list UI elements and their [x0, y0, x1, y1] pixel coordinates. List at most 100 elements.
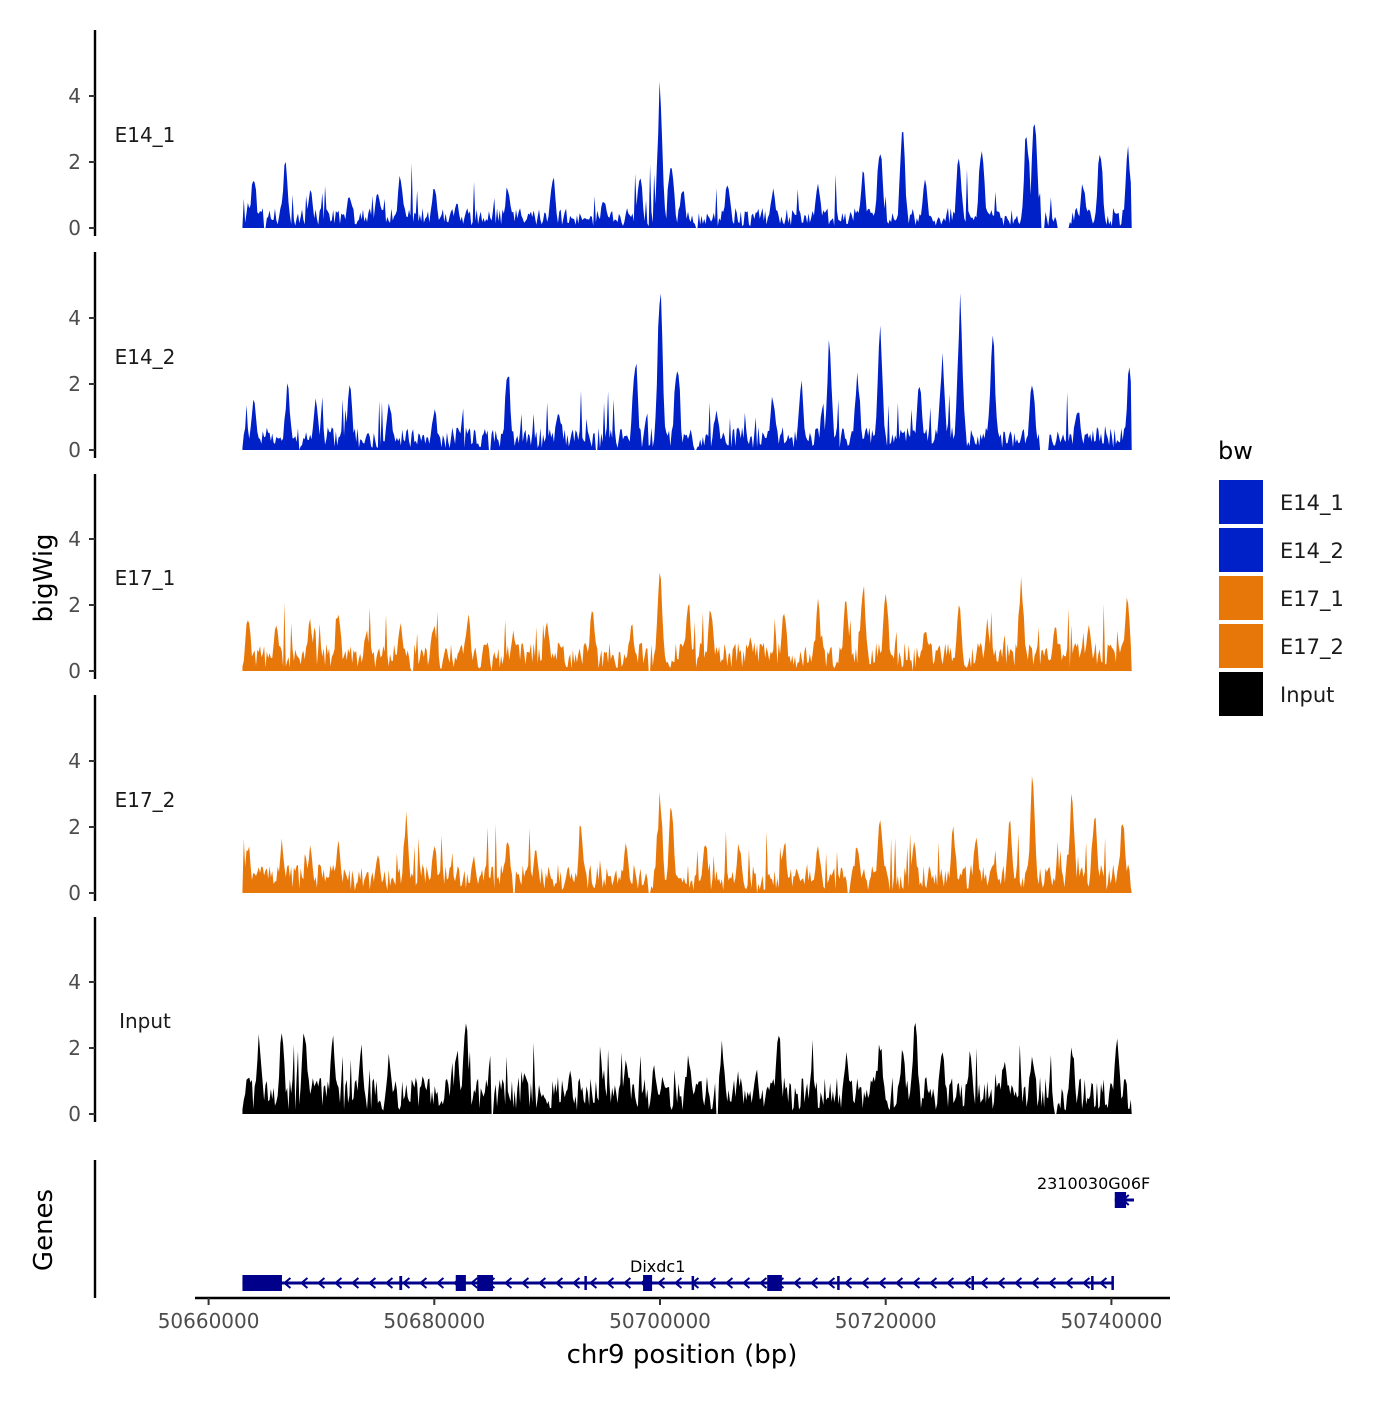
- exon: [1091, 1276, 1094, 1290]
- y-tick-label: 4: [68, 749, 81, 773]
- coverage-area-E17_1: [242, 572, 1132, 671]
- track-label: E14_2: [115, 345, 176, 369]
- gene-label: Dixdc1: [630, 1257, 685, 1276]
- strand-arrow: [1064, 1277, 1074, 1289]
- strand-arrow: [605, 1277, 615, 1289]
- legend-label-E17_1: E17_1: [1280, 587, 1344, 612]
- track-label: Input: [119, 1009, 171, 1033]
- strand-arrow: [996, 1277, 1006, 1289]
- track-E17_1: 0 2 4 E17_1: [68, 474, 1132, 683]
- strand-arrow: [622, 1277, 632, 1289]
- y-tick-label: 4: [68, 306, 81, 330]
- strand-arrow: [384, 1277, 394, 1289]
- track-E14_2: 0 2 4 E14_2: [68, 252, 1132, 462]
- legend-label-E14_1: E14_1: [1280, 491, 1344, 516]
- x-axis: 50660000 50680000 50700000 50720000 50740000: [158, 1296, 1170, 1333]
- y-tick-label: 0: [68, 1102, 81, 1126]
- y-tick-label: 2: [68, 593, 81, 617]
- x-tick-label: 50720000: [835, 1309, 937, 1333]
- coverage-area-E14_2: [242, 292, 1132, 450]
- strand-arrow: [401, 1277, 411, 1289]
- exon: [971, 1276, 974, 1290]
- legend-label-Input: Input: [1280, 683, 1334, 707]
- strand-arrow: [656, 1277, 666, 1289]
- exon: [1114, 1192, 1127, 1208]
- y-tick-label: 2: [68, 372, 81, 396]
- track-E17_2: 0 2 4 E17_2: [68, 695, 1132, 905]
- coverage-area-E17_2: [242, 775, 1132, 893]
- strand-arrow: [962, 1277, 972, 1289]
- strand-arrow: [1030, 1277, 1040, 1289]
- coverage-tracks: 0 2 4 E14_1 0 2 4 E14_2 0 2 4 E17_1 0 2 4 E17_2 0 2 4 Input: [68, 30, 1132, 1126]
- strand-arrow: [503, 1277, 513, 1289]
- x-tick-label: 50700000: [609, 1309, 711, 1333]
- strand-arrow: [418, 1277, 428, 1289]
- exon: [767, 1275, 782, 1291]
- legend: bw E14_1 E14_2 E17_1 E17_2 Input: [1218, 437, 1344, 716]
- gene-label: 2310030G06F: [1037, 1174, 1150, 1193]
- x-tick-label: 50660000: [158, 1309, 260, 1333]
- x-tick-label: 50740000: [1061, 1309, 1163, 1333]
- y-tick-label: 2: [68, 1036, 81, 1060]
- y-tick-label: 4: [68, 84, 81, 108]
- y-tick-label: 0: [68, 881, 81, 905]
- strand-arrow: [945, 1277, 955, 1289]
- y-tick-label: 0: [68, 216, 81, 240]
- exon: [691, 1276, 695, 1290]
- exon: [242, 1275, 282, 1291]
- exon: [584, 1276, 587, 1290]
- strand-arrow: [809, 1277, 819, 1289]
- y-tick-label: 2: [68, 150, 81, 174]
- track-E14_1: 0 2 4 E14_1: [68, 30, 1132, 240]
- coverage-area-Input: [242, 1022, 1132, 1114]
- strand-arrow: [316, 1277, 326, 1289]
- strand-arrow: [333, 1277, 343, 1289]
- genes-axis-title: Genes: [29, 1189, 59, 1271]
- exon: [455, 1275, 466, 1291]
- gene-Dixdc1: Dixdc1: [242, 1257, 1114, 1291]
- strand-arrow: [843, 1277, 853, 1289]
- strand-arrow: [894, 1277, 904, 1289]
- strand-arrow: [758, 1277, 768, 1289]
- y-tick-label: 2: [68, 815, 81, 839]
- exon: [477, 1275, 493, 1291]
- legend-swatch-E14_1: [1219, 480, 1263, 524]
- genes-panel: Dixdc1 2310030G06F: [93, 1160, 1150, 1298]
- legend-label-E14_2: E14_2: [1280, 539, 1344, 564]
- legend-swatch-Input: [1219, 672, 1263, 716]
- strand-arrow: [350, 1277, 360, 1289]
- strand-arrow: [367, 1277, 377, 1289]
- strand-arrow: [1081, 1277, 1091, 1289]
- strand-arrow: [571, 1277, 581, 1289]
- y-axis-title: bigWig: [29, 533, 59, 622]
- strand-arrow: [1047, 1277, 1057, 1289]
- track-Input: 0 2 4 Input: [68, 917, 1132, 1126]
- strand-arrow: [299, 1277, 309, 1289]
- y-tick-label: 4: [68, 527, 81, 551]
- strand-arrow: [673, 1277, 683, 1289]
- track-label: E17_1: [115, 566, 176, 590]
- strand-arrow: [1098, 1277, 1108, 1289]
- strand-arrow: [928, 1277, 938, 1289]
- gene-2310030G06Rik: 2310030G06F: [1037, 1174, 1150, 1208]
- legend-swatch-E17_1: [1219, 576, 1263, 620]
- legend-swatch-E14_2: [1219, 528, 1263, 572]
- strand-arrow: [741, 1277, 751, 1289]
- legend-swatch-E17_2: [1219, 624, 1263, 668]
- x-tick-label: 50680000: [383, 1309, 485, 1333]
- exon: [643, 1275, 653, 1291]
- strand-arrow: [979, 1277, 989, 1289]
- strand-arrow: [282, 1277, 292, 1289]
- strand-arrow: [826, 1277, 836, 1289]
- strand-arrow: [792, 1277, 802, 1289]
- exon: [1111, 1276, 1114, 1290]
- strand-arrow: [1013, 1277, 1023, 1289]
- exon: [399, 1276, 403, 1290]
- strand-arrow: [724, 1277, 734, 1289]
- legend-title: bw: [1218, 437, 1253, 465]
- track-label: E17_2: [115, 788, 176, 812]
- y-tick-label: 4: [68, 970, 81, 994]
- strand-arrow: [435, 1277, 445, 1289]
